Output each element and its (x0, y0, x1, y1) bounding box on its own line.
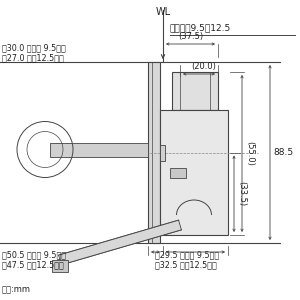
Text: （47.5 壁厚12.5時）: （47.5 壁厚12.5時） (2, 260, 64, 269)
Text: (37.5): (37.5) (178, 32, 203, 41)
Text: （50.5 壁厚　 9.5時）: （50.5 壁厚 9.5時） (2, 250, 66, 260)
Bar (148, 62, 160, 243)
Text: (55.0): (55.0) (245, 141, 254, 166)
Bar (50, 142, 148, 157)
Bar (160, 145, 165, 160)
Text: （32.5 壁厚12.5時）: （32.5 壁厚12.5時） (155, 260, 217, 269)
Text: 88.5: 88.5 (273, 148, 293, 157)
Text: WL: WL (155, 7, 171, 17)
Polygon shape (58, 220, 182, 265)
Text: 対応壁厚9.5、12.5: 対応壁厚9.5、12.5 (170, 23, 231, 32)
Bar (52, 260, 68, 272)
Text: （30.0 壁厚　 9.5時）: （30.0 壁厚 9.5時） (2, 44, 66, 52)
Text: 単位:mm: 単位:mm (2, 286, 31, 295)
Text: （27.0 壁厚12.5時）: （27.0 壁厚12.5時） (2, 53, 64, 62)
Bar (160, 110, 228, 235)
Text: （29.5 壁厚　 9.5時）: （29.5 壁厚 9.5時） (155, 250, 219, 260)
Bar (170, 167, 186, 178)
Text: (20.0): (20.0) (192, 62, 216, 71)
Text: (33.5): (33.5) (237, 181, 246, 206)
Bar (172, 72, 218, 110)
